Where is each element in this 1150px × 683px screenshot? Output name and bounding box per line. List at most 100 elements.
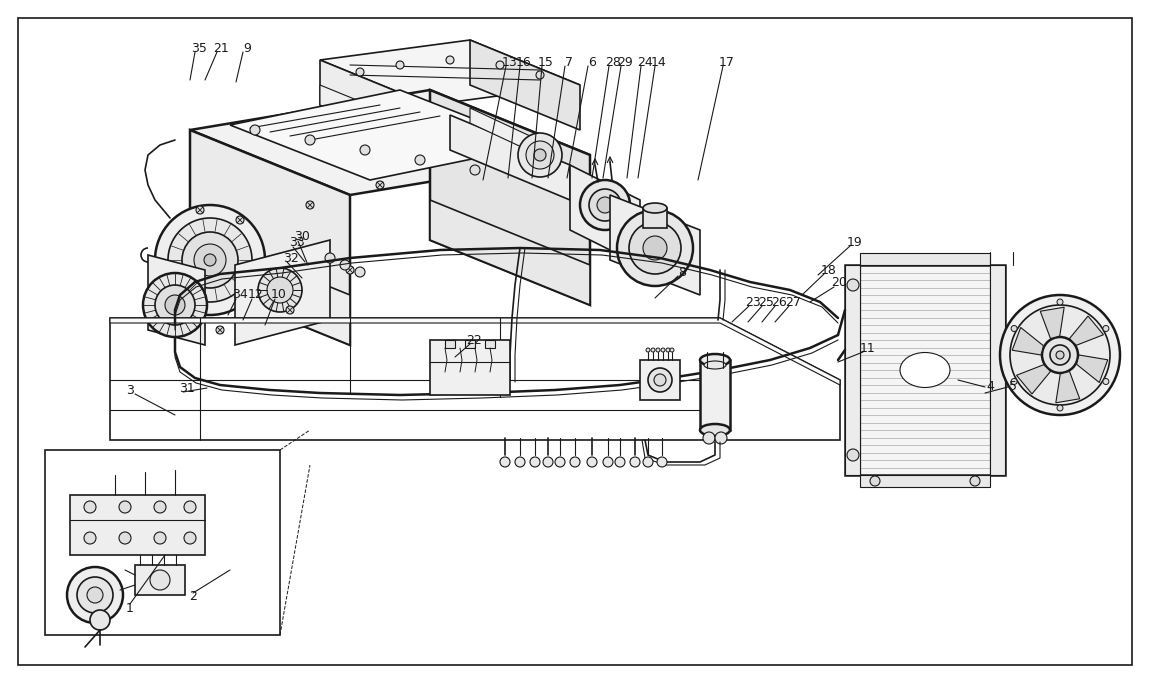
Ellipse shape [900,352,950,387]
Circle shape [155,285,196,325]
Polygon shape [190,90,590,195]
Circle shape [629,222,681,274]
Circle shape [143,273,207,337]
Polygon shape [135,565,185,595]
Text: 2: 2 [189,591,197,604]
Text: 16: 16 [516,55,531,68]
Circle shape [597,197,613,213]
Text: 17: 17 [719,55,735,68]
Text: 12: 12 [248,288,263,301]
Circle shape [184,501,196,513]
Polygon shape [235,240,330,345]
Bar [700,360,730,430]
Text: 1: 1 [126,602,133,615]
Polygon shape [70,495,205,555]
Bar [445,340,455,348]
Circle shape [1103,378,1109,385]
Circle shape [618,210,693,286]
Text: 19: 19 [848,236,862,249]
Circle shape [615,457,624,467]
Text: 32: 32 [283,251,299,264]
Circle shape [580,180,630,230]
Polygon shape [470,40,580,130]
Circle shape [446,56,454,64]
Circle shape [355,267,365,277]
Circle shape [90,610,110,630]
Circle shape [500,457,509,467]
Circle shape [150,570,170,590]
Polygon shape [320,60,430,150]
Polygon shape [845,265,860,475]
Circle shape [530,457,540,467]
Circle shape [670,348,674,352]
Circle shape [204,254,216,266]
Circle shape [168,218,252,302]
Polygon shape [190,230,350,345]
Circle shape [643,236,667,260]
Polygon shape [1012,327,1043,355]
Circle shape [184,532,196,544]
Circle shape [630,457,641,467]
Circle shape [647,368,672,392]
Circle shape [1011,326,1017,331]
Text: 21: 21 [213,42,229,55]
Circle shape [1000,295,1120,415]
Circle shape [346,266,354,274]
Ellipse shape [643,203,667,213]
Circle shape [84,532,95,544]
Text: 24: 24 [637,55,653,68]
Text: 25: 25 [758,296,774,309]
Polygon shape [1070,316,1104,346]
Bar [860,253,990,265]
Circle shape [848,449,859,461]
Text: 34: 34 [232,288,248,301]
Circle shape [306,201,314,209]
Polygon shape [190,130,350,345]
Circle shape [534,149,546,161]
Circle shape [340,260,350,270]
Text: 10: 10 [271,288,288,301]
Circle shape [543,457,553,467]
Polygon shape [610,195,700,295]
Circle shape [286,306,294,314]
Circle shape [118,501,131,513]
Text: 9: 9 [243,42,251,55]
Circle shape [646,348,650,352]
Text: 23: 23 [745,296,761,309]
Text: 3: 3 [126,383,133,397]
Circle shape [1056,351,1064,359]
Text: 5: 5 [1009,380,1017,393]
Polygon shape [320,40,580,105]
Polygon shape [430,200,590,305]
Circle shape [1103,326,1109,331]
Circle shape [84,501,95,513]
Circle shape [586,457,597,467]
Text: 28: 28 [605,55,621,68]
Bar [465,340,475,348]
Text: 4: 4 [986,380,994,393]
Circle shape [258,268,302,312]
Circle shape [154,532,166,544]
Polygon shape [641,360,680,400]
Circle shape [305,135,315,145]
Ellipse shape [700,424,730,436]
Circle shape [515,457,526,467]
Text: 22: 22 [466,333,482,346]
Text: 29: 29 [618,55,633,68]
Circle shape [603,457,613,467]
Text: 7: 7 [565,55,573,68]
Text: 20: 20 [831,277,846,290]
Ellipse shape [704,361,726,369]
Polygon shape [1017,365,1050,394]
Polygon shape [570,165,641,265]
Circle shape [666,348,670,352]
Circle shape [654,374,666,386]
Circle shape [182,232,238,288]
Circle shape [715,432,727,444]
Circle shape [77,577,113,613]
Polygon shape [1056,372,1080,403]
Circle shape [67,567,123,623]
Polygon shape [230,90,540,180]
Circle shape [360,145,370,155]
Circle shape [518,133,562,177]
